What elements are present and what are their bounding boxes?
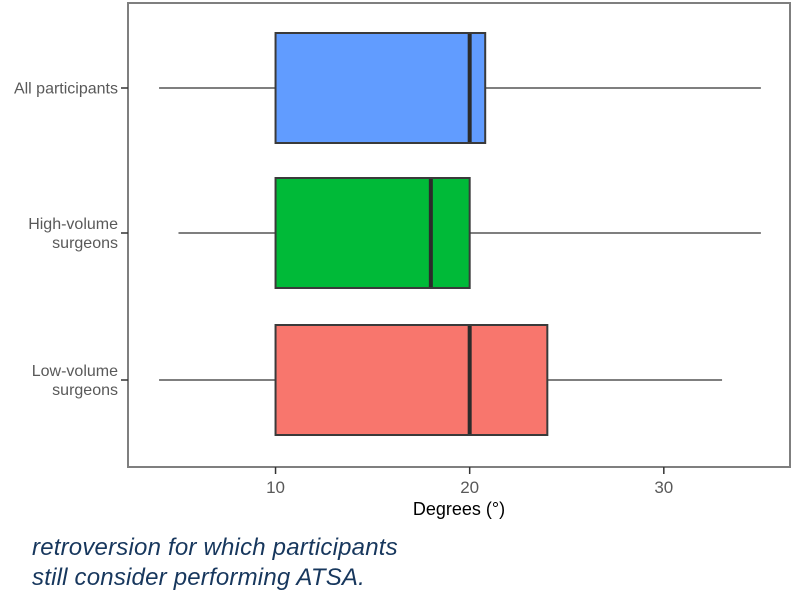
boxplot-box — [274, 177, 471, 289]
y-axis-label: surgeons — [52, 382, 118, 399]
x-tick-label: 30 — [654, 478, 673, 497]
y-axis-label: surgeons — [52, 235, 118, 252]
y-axis-label: High-volume — [28, 216, 118, 233]
figure-caption: retroversion for which participants stil… — [32, 533, 398, 593]
boxplot-box — [274, 324, 549, 436]
x-tick-label: 20 — [460, 478, 479, 497]
caption-line-1: retroversion for which participants — [32, 534, 398, 561]
x-tick-label: 10 — [266, 478, 285, 497]
boxplot-box — [274, 32, 487, 144]
x-axis-title: Degrees (°) — [413, 499, 505, 519]
y-axis-label: All participants — [14, 81, 118, 98]
boxplot-chart: All participants High-volume surgeons Low-v… — [14, 2, 791, 519]
y-axis-label: Low-volume — [32, 363, 118, 380]
caption-line-2: still consider performing ATSA. — [32, 564, 365, 591]
